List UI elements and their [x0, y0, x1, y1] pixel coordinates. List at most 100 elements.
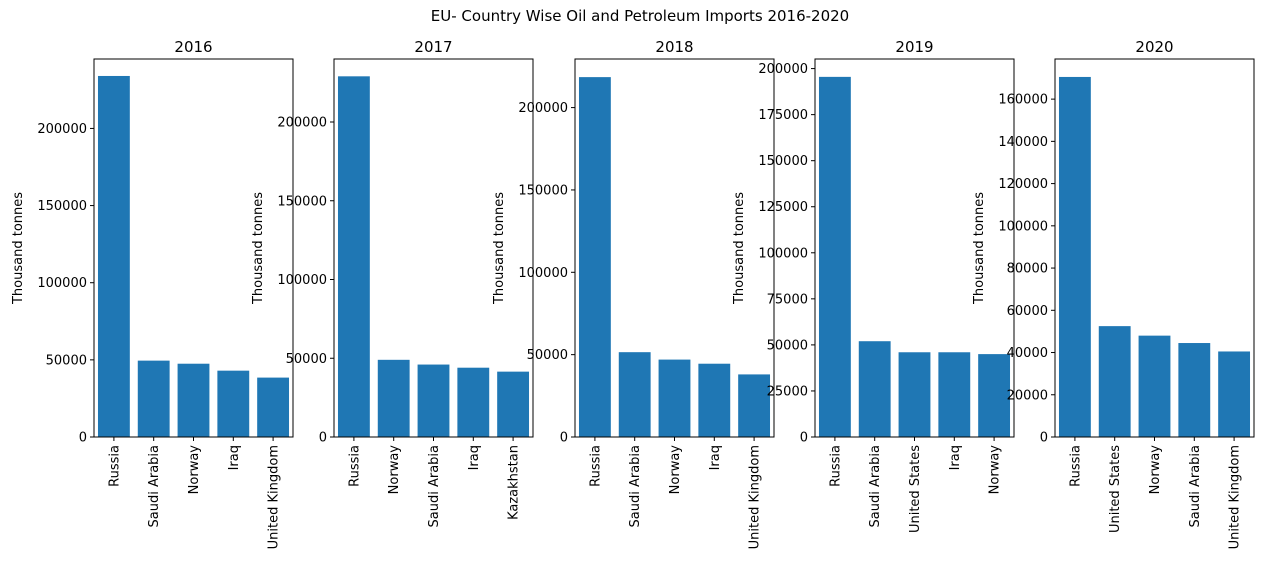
bar — [1178, 343, 1211, 437]
x-tick-label: Iraq — [948, 445, 963, 470]
y-tick-label: 80000 — [1007, 262, 1048, 277]
bar — [97, 75, 130, 437]
panel-title: 2017 — [414, 38, 452, 56]
chart-panel-2020: 0 20000 40000 60000 80000 100000 120000 140000 1… — [972, 38, 1255, 549]
chart-panel-2019: 0 25000 50000 75000 100000 125000 150000 175000… — [732, 38, 1015, 533]
y-axis-label: Thousand tonnes — [11, 192, 26, 305]
x-tick-label: Saudi Arabia — [1188, 445, 1203, 528]
bar — [738, 374, 771, 437]
x-tick-label: Norway — [668, 445, 683, 495]
bar — [177, 363, 210, 437]
bar — [698, 363, 731, 437]
y-tick-label: 50000 — [46, 353, 87, 368]
y-tick-label: 40000 — [1007, 346, 1048, 361]
bar — [457, 367, 490, 437]
x-tick-label: United States — [1108, 445, 1123, 533]
bar — [618, 352, 651, 437]
y-tick-label: 140000 — [998, 135, 1048, 150]
y-tick-label: 200000 — [37, 122, 87, 137]
x-tick-label: Norway — [1148, 445, 1163, 495]
y-tick-label: 125000 — [758, 200, 808, 215]
x-tick-label: Iraq — [227, 445, 242, 470]
y-tick-label: 75000 — [767, 292, 808, 307]
x-tick-label: Norway — [988, 445, 1003, 495]
y-tick-label: 200000 — [518, 101, 568, 116]
x-tick-label: Kazakhstan — [507, 445, 522, 520]
bar — [497, 371, 530, 437]
bar — [377, 359, 410, 437]
y-tick-label: 150000 — [37, 199, 87, 214]
y-tick-label: 150000 — [277, 194, 327, 209]
y-tick-label: 60000 — [1007, 304, 1048, 319]
bar — [337, 76, 370, 437]
y-tick-label: 25000 — [767, 384, 808, 399]
y-tick-label: 100000 — [758, 246, 808, 261]
y-tick-label: 150000 — [758, 154, 808, 169]
x-tick-label: Saudi Arabia — [147, 445, 162, 528]
y-tick-label: 200000 — [277, 116, 327, 131]
chart-panel-2016: 0 50000 100000 150000 200000 Russia Saudi Arab… — [11, 38, 294, 549]
x-tick-label: Russia — [347, 445, 362, 487]
y-tick-label: 0 — [79, 431, 87, 446]
bar — [217, 370, 250, 437]
x-tick-label: Iraq — [708, 445, 723, 470]
x-tick-label: United Kingdom — [1228, 445, 1243, 549]
x-tick-label: United Kingdom — [267, 445, 282, 549]
x-tick-label: Saudi Arabia — [868, 445, 883, 528]
bar — [578, 77, 611, 438]
figure-title: EU- Country Wise Oil and Petroleum Impor… — [431, 7, 849, 25]
bar — [858, 341, 891, 437]
y-tick-label: 50000 — [527, 348, 568, 363]
panel-title: 2016 — [174, 38, 212, 56]
bar — [938, 352, 971, 437]
y-tick-label: 50000 — [286, 352, 327, 367]
bar — [1058, 76, 1091, 437]
chart-panel-2018: 0 50000 100000 150000 200000 Russia Saudi Arab… — [492, 38, 775, 549]
y-tick-label: 100000 — [37, 276, 87, 291]
x-tick-label: United States — [908, 445, 923, 533]
y-tick-label: 150000 — [518, 183, 568, 198]
x-tick-label: Iraq — [467, 445, 482, 470]
bar — [818, 76, 851, 438]
bar — [257, 377, 290, 437]
bar — [898, 352, 931, 437]
panel-title: 2019 — [895, 38, 933, 56]
y-tick-label: 160000 — [998, 93, 1048, 108]
panel-title: 2020 — [1135, 38, 1173, 56]
y-axis-label: Thousand tonnes — [492, 192, 507, 305]
bar — [1218, 351, 1251, 437]
y-tick-label: 200000 — [758, 62, 808, 77]
x-tick-label: Russia — [1068, 445, 1083, 487]
bar — [417, 364, 450, 437]
y-tick-label: 20000 — [1007, 388, 1048, 403]
chart-panel-2017: 0 50000 100000 150000 200000 Russia Norway Saud… — [251, 38, 534, 528]
bar — [137, 360, 170, 437]
y-tick-label: 0 — [800, 431, 808, 446]
y-axis-label: Thousand tonnes — [251, 192, 266, 305]
bar — [978, 354, 1011, 437]
x-tick-label: Russia — [588, 445, 603, 487]
y-tick-label: 100000 — [518, 266, 568, 281]
panel-title: 2018 — [655, 38, 693, 56]
y-tick-label: 0 — [560, 431, 568, 446]
x-tick-label: Russia — [107, 445, 122, 487]
x-tick-label: Saudi Arabia — [427, 445, 442, 528]
y-axis-label: Thousand tonnes — [732, 192, 747, 305]
bar — [658, 359, 691, 437]
bar — [1138, 335, 1171, 437]
y-tick-label: 175000 — [758, 108, 808, 123]
y-tick-label: 120000 — [998, 177, 1048, 192]
y-tick-label: 0 — [1040, 431, 1048, 446]
x-tick-label: Russia — [828, 445, 843, 487]
y-tick-label: 100000 — [277, 273, 327, 288]
x-tick-label: Norway — [187, 445, 202, 495]
x-tick-label: United Kingdom — [748, 445, 763, 549]
y-tick-label: 50000 — [767, 338, 808, 353]
bar — [1098, 326, 1131, 437]
x-tick-label: Saudi Arabia — [628, 445, 643, 528]
y-tick-label: 100000 — [998, 219, 1048, 234]
x-tick-label: Norway — [387, 445, 402, 495]
y-axis-label: Thousand tonnes — [972, 192, 987, 305]
